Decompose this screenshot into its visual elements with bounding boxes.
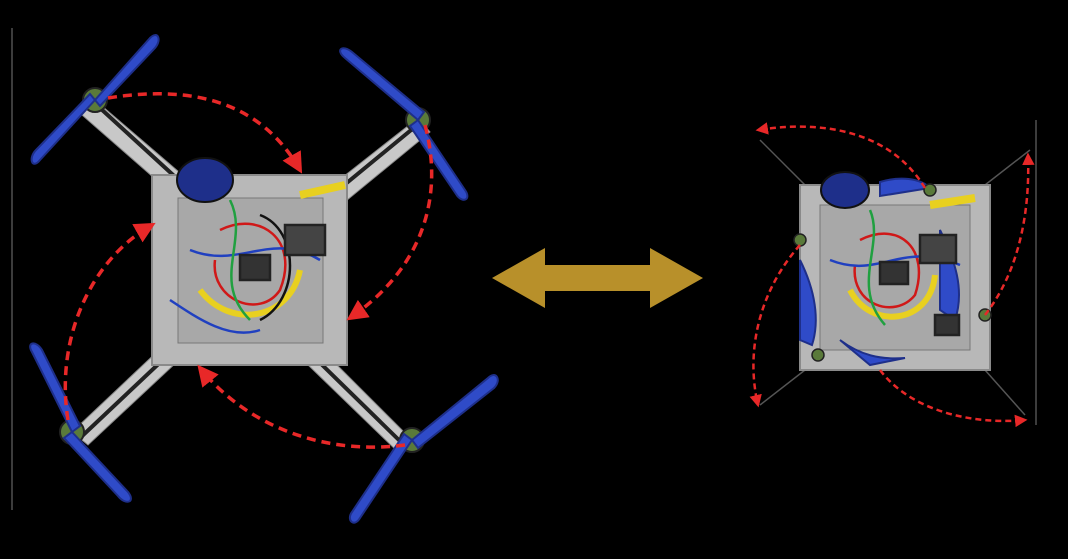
unfold-arrow-left — [749, 244, 801, 408]
unfold-arrow-right — [984, 152, 1035, 316]
fold-arrow-front-right — [346, 124, 434, 321]
folded-drone — [749, 122, 1035, 428]
unfold-arrow-top — [755, 122, 927, 189]
drone-electronics — [169, 181, 346, 334]
folded-electronics — [829, 194, 976, 337]
folded-propellers — [799, 171, 961, 367]
fold-arrows-unfolded — [63, 92, 434, 449]
propeller-rear-right — [348, 374, 499, 524]
unfolded-drone — [29, 34, 499, 524]
fold-arrows-folded — [749, 122, 1035, 428]
propeller-front-right — [339, 47, 469, 201]
unfold-arrow-bottom — [879, 369, 1028, 428]
fold-arrow-front-left — [107, 92, 303, 174]
double-headed-arrow-icon — [492, 248, 703, 308]
propeller-front-left — [30, 34, 160, 165]
propeller-rear-left — [29, 342, 132, 503]
battery-module — [176, 157, 234, 203]
fold-arrow-rear-right — [197, 364, 406, 449]
fold-arrow-rear-left — [63, 222, 156, 421]
